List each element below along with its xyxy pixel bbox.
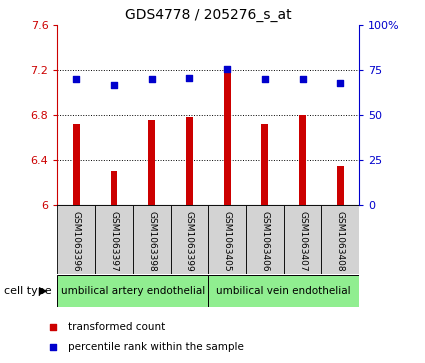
Point [318, 267, 325, 273]
Bar [284, 205, 321, 274]
Bar [95, 205, 133, 274]
Bar [321, 205, 359, 274]
Point [224, 66, 230, 72]
Text: cell type: cell type [4, 286, 52, 296]
Point [73, 77, 79, 82]
Text: GSM1063407: GSM1063407 [298, 211, 307, 271]
Bar [133, 205, 170, 274]
Bar [246, 205, 284, 274]
Bar [208, 275, 359, 307]
Text: ▶: ▶ [39, 286, 48, 296]
Text: GSM1063405: GSM1063405 [223, 211, 232, 271]
Text: GSM1063399: GSM1063399 [185, 211, 194, 272]
Bar [110, 171, 117, 205]
Point [318, 85, 325, 91]
Title: GDS4778 / 205276_s_at: GDS4778 / 205276_s_at [125, 8, 292, 22]
Text: GSM1063408: GSM1063408 [336, 211, 345, 271]
Text: umbilical artery endothelial: umbilical artery endothelial [61, 286, 205, 296]
Bar [148, 120, 155, 205]
Bar [73, 124, 79, 205]
Text: percentile rank within the sample: percentile rank within the sample [68, 342, 244, 352]
Point [337, 80, 344, 86]
Bar [57, 275, 208, 307]
Text: GSM1063406: GSM1063406 [261, 211, 269, 271]
Point [148, 77, 155, 82]
Text: umbilical vein endothelial: umbilical vein endothelial [216, 286, 351, 296]
Text: transformed count: transformed count [68, 322, 165, 332]
Point [261, 77, 268, 82]
Text: GSM1063397: GSM1063397 [110, 211, 119, 272]
Bar [170, 205, 208, 274]
Point [299, 77, 306, 82]
Bar [208, 205, 246, 274]
Point [110, 82, 117, 87]
Point [186, 75, 193, 81]
Bar [224, 68, 230, 205]
Bar [186, 118, 193, 205]
Bar [261, 124, 268, 205]
Bar [299, 115, 306, 205]
Text: GSM1063396: GSM1063396 [72, 211, 81, 272]
Bar [57, 205, 95, 274]
Bar [337, 166, 344, 205]
Text: GSM1063398: GSM1063398 [147, 211, 156, 272]
